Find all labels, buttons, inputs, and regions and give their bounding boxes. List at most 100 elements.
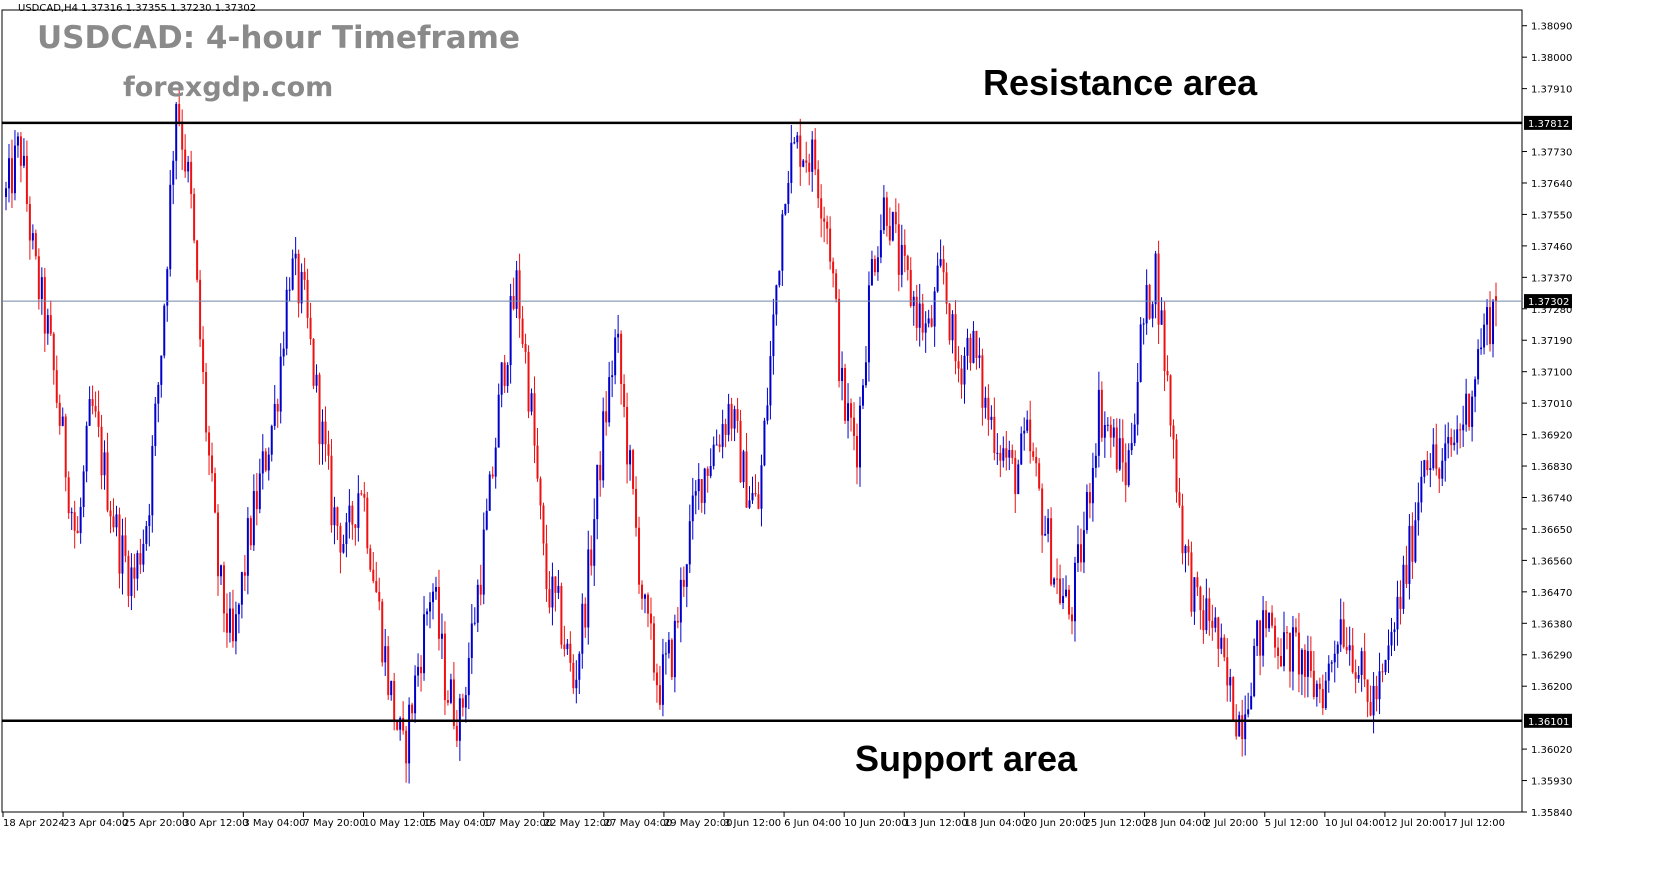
candle-body bbox=[945, 272, 948, 304]
price-tick-label: 1.36470 bbox=[1531, 588, 1572, 599]
candle-body bbox=[363, 493, 366, 498]
candle-body bbox=[333, 507, 336, 526]
candle-body bbox=[1432, 444, 1435, 469]
candle-body bbox=[1387, 645, 1390, 661]
resistance-area-label: Resistance area bbox=[983, 62, 1258, 103]
candle-body bbox=[879, 230, 882, 258]
candle-body bbox=[166, 269, 169, 306]
candle-body bbox=[1026, 419, 1029, 431]
candle-body bbox=[7, 158, 10, 189]
candle-body bbox=[1280, 655, 1283, 667]
candle-body bbox=[1247, 709, 1250, 715]
candle-body bbox=[231, 608, 234, 642]
candle-body bbox=[1226, 657, 1229, 686]
candle-body bbox=[817, 169, 820, 199]
candle-body bbox=[1103, 424, 1106, 438]
candle-body bbox=[411, 704, 414, 714]
candle-body bbox=[921, 303, 924, 333]
candle-body bbox=[199, 279, 202, 340]
candle-body bbox=[948, 303, 951, 341]
candle-body bbox=[832, 261, 835, 274]
candle-body bbox=[446, 700, 449, 703]
candle-body bbox=[727, 404, 730, 435]
price-tick-label: 1.37010 bbox=[1531, 399, 1572, 410]
candle-body bbox=[1097, 389, 1100, 456]
candle-body bbox=[37, 256, 40, 300]
candle-body bbox=[1477, 349, 1480, 380]
candle-body bbox=[560, 585, 563, 645]
candle-body bbox=[342, 544, 345, 553]
candle-body bbox=[494, 447, 497, 477]
candle-body bbox=[781, 214, 784, 271]
candle-body bbox=[106, 452, 109, 511]
candle-body bbox=[228, 608, 231, 633]
candle-body bbox=[906, 255, 909, 270]
candle-body bbox=[1044, 533, 1047, 536]
candle-body bbox=[440, 633, 443, 639]
candle-body bbox=[16, 136, 19, 146]
candle-body bbox=[408, 704, 411, 764]
candle-body bbox=[1339, 619, 1342, 645]
candle-body bbox=[673, 620, 676, 678]
candle-body bbox=[1256, 620, 1259, 646]
candle-body bbox=[602, 411, 605, 481]
candle-body bbox=[336, 507, 339, 526]
time-tick-label: 3 May 04:00 bbox=[243, 818, 305, 829]
candle-body bbox=[434, 586, 437, 592]
candle-body bbox=[1324, 680, 1327, 709]
candle-body bbox=[25, 155, 28, 205]
candle-body bbox=[464, 695, 467, 708]
candle-body bbox=[1396, 596, 1399, 630]
candle-body bbox=[1199, 587, 1202, 611]
candle-body bbox=[1157, 253, 1160, 325]
price-tick-label: 1.36830 bbox=[1531, 462, 1572, 473]
candle-body bbox=[954, 314, 957, 362]
candle-body bbox=[581, 603, 584, 654]
candle-body bbox=[1330, 662, 1333, 664]
candle-body bbox=[402, 718, 405, 731]
candle-body bbox=[1381, 671, 1384, 673]
candle-body bbox=[13, 145, 16, 194]
candle-body bbox=[303, 271, 306, 280]
candle-body bbox=[1447, 437, 1450, 444]
candle-body bbox=[1217, 617, 1220, 649]
candle-body bbox=[915, 296, 918, 328]
candle-body bbox=[300, 271, 303, 304]
candle-body bbox=[76, 530, 79, 534]
candle-body bbox=[1411, 525, 1414, 562]
candle-body bbox=[1486, 307, 1489, 325]
candle-body bbox=[661, 654, 664, 705]
candle-body bbox=[1327, 663, 1330, 681]
plot-frame bbox=[1, 9, 1523, 813]
candle-body bbox=[258, 473, 261, 510]
candle-body bbox=[449, 679, 452, 703]
price-tick-label: 1.37730 bbox=[1531, 148, 1572, 159]
candle-body bbox=[1008, 449, 1011, 458]
candle-body bbox=[802, 160, 805, 167]
candle-body bbox=[219, 565, 222, 577]
candle-body bbox=[1351, 645, 1354, 673]
candle-body bbox=[1082, 530, 1085, 563]
candle-body bbox=[1121, 438, 1124, 463]
candle-body bbox=[211, 455, 214, 474]
candle-body bbox=[452, 679, 455, 726]
candle-body bbox=[888, 225, 891, 241]
candle-body bbox=[154, 403, 157, 446]
candle-body bbox=[205, 372, 208, 433]
candle-body bbox=[34, 233, 37, 257]
candle-body bbox=[688, 521, 691, 565]
candle-body bbox=[784, 203, 787, 215]
candle-body bbox=[1029, 419, 1032, 452]
candle-body bbox=[894, 211, 897, 225]
candle-body bbox=[1100, 389, 1103, 438]
candle-body bbox=[1220, 637, 1223, 649]
candle-body bbox=[19, 136, 22, 166]
candle-body bbox=[870, 259, 873, 286]
candle-body bbox=[557, 585, 560, 593]
candle-body bbox=[805, 160, 808, 163]
candle-body bbox=[222, 565, 225, 614]
candle-body bbox=[1035, 456, 1038, 464]
candle-body bbox=[769, 356, 772, 406]
